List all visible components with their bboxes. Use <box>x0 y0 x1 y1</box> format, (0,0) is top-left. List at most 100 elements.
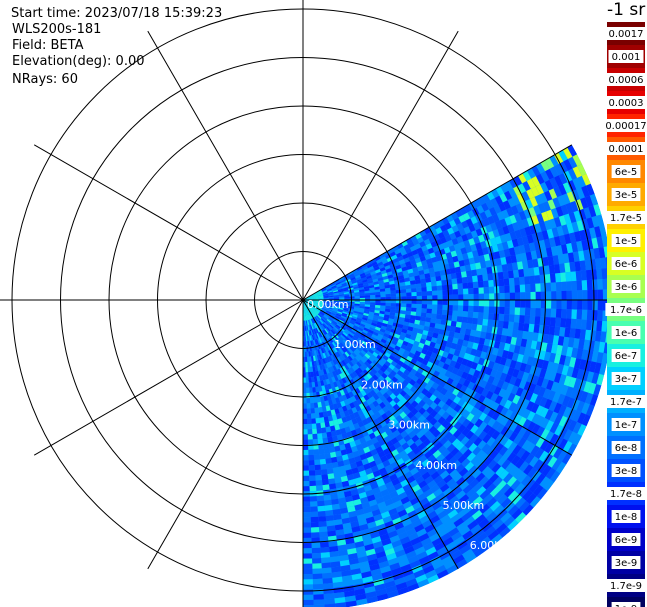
colorbar-label-bg <box>611 602 641 607</box>
data-cell <box>312 578 323 585</box>
data-cell <box>418 454 428 464</box>
data-cell <box>365 300 371 303</box>
data-cell <box>338 276 345 281</box>
data-cell <box>357 379 364 386</box>
data-cell <box>558 215 567 226</box>
data-cell <box>336 312 342 316</box>
data-cell <box>535 184 545 195</box>
data-cell <box>320 401 326 407</box>
data-cell <box>334 445 341 452</box>
data-cell <box>359 291 365 295</box>
data-cell <box>333 513 342 521</box>
data-cell <box>335 351 341 358</box>
data-cell <box>432 347 440 355</box>
data-cell <box>451 531 463 542</box>
data-cell <box>601 353 609 365</box>
data-cell <box>402 415 411 423</box>
data-cell <box>417 422 426 431</box>
data-cell <box>514 307 521 316</box>
data-cell <box>415 311 422 317</box>
data-cell <box>326 310 332 314</box>
data-cell <box>348 306 355 309</box>
data-cell <box>320 325 325 331</box>
data-cell <box>429 555 442 566</box>
data-cell <box>308 335 311 341</box>
data-cell <box>486 325 493 334</box>
data-cell <box>327 306 334 309</box>
data-cell <box>445 523 457 533</box>
data-cell <box>581 185 590 198</box>
data-cell <box>318 319 323 325</box>
data-cell <box>357 282 364 287</box>
data-cell <box>528 267 535 277</box>
colorbar-label: 1e-5 <box>615 236 638 247</box>
data-cell <box>306 314 309 321</box>
data-cell <box>354 301 360 304</box>
data-cell <box>522 408 531 420</box>
data-cell <box>373 315 379 319</box>
data-cell <box>514 212 522 223</box>
data-cell <box>375 496 385 505</box>
data-cell <box>551 459 562 471</box>
data-cell <box>322 290 328 293</box>
data-cell <box>545 168 555 180</box>
data-cell <box>429 417 438 426</box>
data-cell <box>440 236 447 244</box>
data-cell <box>387 557 399 566</box>
data-cell <box>446 564 459 575</box>
data-cell <box>309 308 313 313</box>
data-cell <box>315 315 320 321</box>
data-cell <box>458 300 464 306</box>
data-cell <box>380 305 386 309</box>
data-cell <box>381 413 389 421</box>
data-cell <box>312 568 323 575</box>
data-cell <box>303 444 309 451</box>
data-cell <box>383 332 390 338</box>
data-cell <box>313 310 318 315</box>
data-cell <box>348 291 355 294</box>
data-cell <box>303 496 311 502</box>
data-cell <box>332 508 341 516</box>
data-cell <box>482 345 489 353</box>
data-cell <box>410 407 419 416</box>
data-cell <box>407 450 416 459</box>
data-cell <box>401 292 407 297</box>
data-cell <box>513 468 524 480</box>
data-cell <box>328 317 334 322</box>
data-cell <box>534 448 545 460</box>
data-cell <box>344 495 354 503</box>
data-cell <box>448 393 457 402</box>
data-cell <box>593 341 601 353</box>
data-cell <box>427 346 435 353</box>
data-cell <box>422 519 433 529</box>
data-cell <box>524 453 535 465</box>
data-cell <box>506 452 517 463</box>
data-cell <box>341 570 352 577</box>
data-cell <box>329 404 335 411</box>
data-cell <box>306 351 309 357</box>
data-cell <box>349 304 355 308</box>
data-cell <box>465 488 477 499</box>
data-cell <box>425 391 433 399</box>
data-cell <box>339 367 345 374</box>
data-cell <box>482 247 489 255</box>
data-cell <box>502 225 510 235</box>
data-cell <box>473 546 486 558</box>
data-cell <box>347 271 354 276</box>
data-cell <box>405 550 417 560</box>
data-cell <box>502 321 509 329</box>
data-cell <box>542 388 551 399</box>
data-cell <box>320 310 325 315</box>
data-cell <box>502 472 514 484</box>
data-cell <box>359 301 366 305</box>
data-cell <box>462 305 469 312</box>
data-cell <box>520 201 529 211</box>
data-cell <box>447 336 454 343</box>
data-cell <box>361 501 371 509</box>
data-cell <box>477 196 486 206</box>
data-cell <box>306 303 312 307</box>
data-cell <box>369 268 375 273</box>
data-cell <box>341 432 348 440</box>
data-cell <box>344 464 352 471</box>
data-cell <box>346 380 353 387</box>
